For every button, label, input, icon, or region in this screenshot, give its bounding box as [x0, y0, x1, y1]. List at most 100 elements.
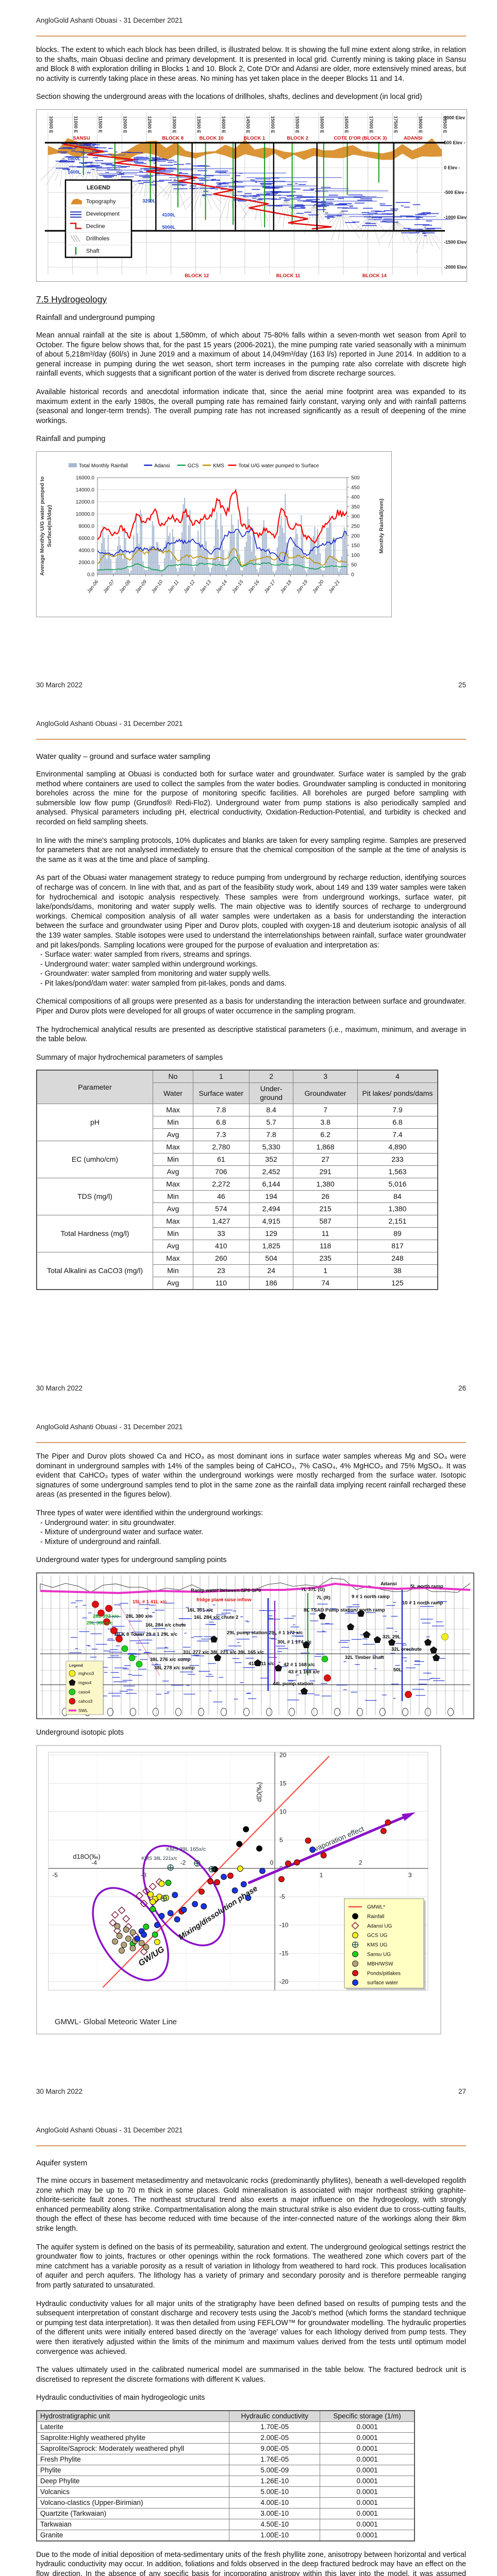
svg-text:16500 E: 16500 E	[344, 116, 349, 133]
svg-text:500: 500	[351, 475, 360, 481]
svg-text:17500 E: 17500 E	[393, 116, 399, 133]
table-cell: 0.0001	[320, 2421, 415, 2433]
svg-text:32L 29L: 32L 29L	[383, 1634, 401, 1640]
svg-text:3: 3	[408, 1871, 412, 1878]
svg-text:14000.0: 14000.0	[76, 487, 95, 493]
svg-text:8000.0: 8000.0	[78, 523, 94, 529]
table-cell: Granite	[36, 2529, 230, 2541]
table-cell: 1.70E-05	[229, 2421, 321, 2433]
table-cell: 2.00E-05	[229, 2432, 321, 2444]
list-item: - Mixture of underground water and surfa…	[40, 1528, 204, 1537]
table-cell: Laterite	[36, 2421, 230, 2433]
table-cell: 0.0001	[320, 2497, 415, 2509]
svg-text:GCS UG: GCS UG	[367, 1933, 388, 1938]
svg-text:Jan-10: Jan-10	[150, 579, 164, 595]
svg-text:BLOCK 10: BLOCK 10	[200, 135, 224, 141]
table-cell: 9.00E-05	[229, 2443, 321, 2454]
list-item: - Mixture of underground and rainfall.	[40, 1537, 161, 1546]
svg-text:BLOCK 1: BLOCK 1	[243, 135, 265, 141]
table-cell: Avg	[153, 1165, 193, 1179]
table-cell: 6,144	[248, 1178, 294, 1191]
svg-text:7L (R): 7L (R)	[317, 1595, 330, 1601]
svg-text:38L 278 x/c sump: 38L 278 x/c sump	[154, 1665, 195, 1671]
svg-text:42 # 1 168 x/c: 42 # 1 168 x/c	[284, 1662, 315, 1668]
svg-text:Jan-19: Jan-19	[295, 579, 309, 595]
svg-text:0 Elev -: 0 Elev -	[444, 165, 460, 170]
parameter-cell: Total Hardness (mg/l)	[36, 1215, 154, 1253]
table-cell: 4.50E-10	[229, 2518, 321, 2530]
svg-text:mghco3: mghco3	[78, 1671, 94, 1676]
svg-text:32L orechute: 32L orechute	[391, 1647, 422, 1652]
svg-text:BLOCK 2: BLOCK 2	[287, 135, 309, 141]
section-heading: 7.5 Hydrogeology	[36, 294, 107, 304]
svg-text:-10: -10	[279, 1921, 289, 1928]
list-item: - Underground water: in situ groundwater…	[40, 1518, 176, 1527]
svg-text:15: 15	[279, 1780, 287, 1787]
chart-caption: Rainfall and pumping	[36, 435, 106, 444]
page-header: AngloGold Ashanti Obuasi - 31 December 2…	[36, 1423, 183, 1431]
paragraph-rainfall-1: Mean annual rainfall at the site is abou…	[36, 331, 466, 378]
page-number: 27	[458, 2088, 466, 2095]
svg-text:1600L: 1600L	[68, 170, 81, 175]
svg-text:12500 E: 12500 E	[147, 116, 152, 133]
table-cell: 574	[192, 1202, 250, 1216]
svg-text:0.0: 0.0	[87, 572, 94, 578]
table-cell: 0.0001	[320, 2432, 415, 2444]
column-header: Specific storage (1/m)	[320, 2410, 415, 2422]
svg-text:GCS: GCS	[188, 463, 199, 469]
svg-text:GMWL- Global Meteoric Water Li: GMWL- Global Meteoric Water Line	[55, 2018, 177, 2026]
table-cell: 110	[192, 1277, 250, 1290]
svg-text:Monthly Rainfall(mm): Monthly Rainfall(mm)	[378, 499, 385, 554]
table-cell: 2,272	[192, 1178, 250, 1191]
table-cell: 1.76E-05	[229, 2453, 321, 2465]
svg-text:10000.0: 10000.0	[76, 512, 95, 517]
table-cell: 24	[248, 1264, 294, 1278]
page-26: AngloGold Ashanti Obuasi - 31 December 2…	[0, 703, 497, 1406]
table-cell: 6.2	[293, 1128, 358, 1142]
table-cell: Quartzite (Tarkwaian)	[36, 2507, 230, 2519]
table-cell: 1,563	[357, 1165, 438, 1179]
svg-text:SWL: SWL	[78, 1708, 88, 1713]
svg-text:8L TSAD Pump station/ north ra: 8L TSAD Pump station/ north ramp	[304, 1607, 385, 1613]
table-cell: 352	[248, 1153, 294, 1166]
table-cell: 38	[357, 1264, 438, 1278]
svg-text:Average Monthly U/G water pum: Average Monthly U/G water pumped to	[39, 477, 45, 576]
table-cell: Max	[153, 1215, 193, 1228]
svg-text:50: 50	[351, 563, 357, 568]
svg-text:350: 350	[351, 504, 360, 510]
rainfall-pumping-chart: 0.0 2000.0 4000.0 6000.0 8000.0 10000.0 12000.…	[36, 451, 466, 617]
svg-text:Total Monthly Rainfall: Total Monthly Rainfall	[79, 463, 128, 469]
table-cell: 2,494	[248, 1202, 294, 1216]
table-cell: 2,151	[357, 1215, 438, 1228]
svg-text:BLOCK 12: BLOCK 12	[185, 273, 209, 279]
svg-text:12000 E: 12000 E	[122, 116, 127, 133]
table-cell: 1,380	[293, 1178, 358, 1191]
page-number: 26	[458, 1384, 466, 1392]
column-subheader: Groundwater	[293, 1082, 358, 1105]
svg-text:1: 1	[320, 1871, 323, 1878]
table-cell: 248	[357, 1252, 438, 1265]
table-cell: 7	[293, 1104, 358, 1117]
list-item: - Groundwater: water sampled from monito…	[40, 970, 271, 978]
svg-text:KMS UG: KMS UG	[367, 1942, 388, 1948]
svg-text:44L pump station: 44L pump station	[273, 1681, 313, 1687]
table-cell: 2,780	[192, 1141, 250, 1154]
table-cell: Volcano-clastics (Upper-Birimian)	[36, 2497, 230, 2509]
table-cell: 215	[293, 1202, 358, 1216]
svg-text:2: 2	[359, 1859, 362, 1866]
svg-text:9 # 1 north ramp: 9 # 1 north ramp	[352, 1594, 390, 1600]
table-cell: 23	[192, 1264, 250, 1278]
table-cell: 291	[293, 1165, 358, 1179]
subsection-heading: Rainfall and underground pumping	[36, 313, 155, 322]
footer-date: 30 March 2022	[36, 2088, 83, 2095]
svg-text:100: 100	[351, 553, 360, 558]
svg-text:Jan-17: Jan-17	[263, 579, 277, 595]
table-cell: 11	[293, 1227, 358, 1241]
footer-date: 30 March 2022	[36, 1384, 83, 1392]
svg-text:32L Timber shaft: 32L Timber shaft	[345, 1655, 385, 1660]
svg-text:5000L: 5000L	[162, 225, 176, 230]
svg-text:20L 388 x/c: 20L 388 x/c	[87, 1620, 113, 1626]
svg-text:3200L: 3200L	[142, 198, 156, 204]
table-cell: 5,016	[357, 1178, 438, 1191]
svg-text:0800L: 0800L	[68, 156, 81, 161]
